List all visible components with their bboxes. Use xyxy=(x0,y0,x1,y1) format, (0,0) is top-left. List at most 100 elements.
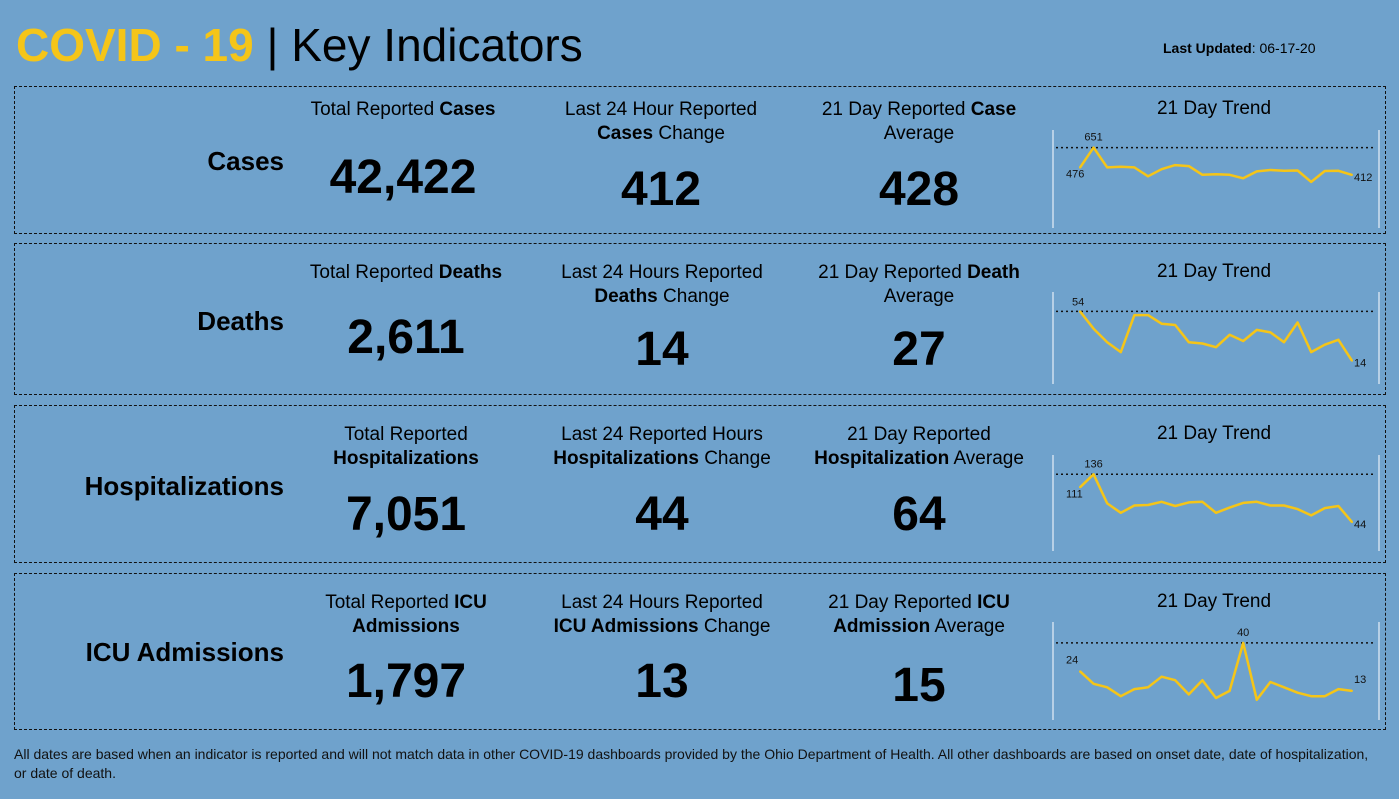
change-cases-header: Last 24 Hour Reported Cases Change xyxy=(564,99,758,144)
trend-point xyxy=(1228,173,1231,176)
change-icu-value: 13 xyxy=(635,655,689,708)
trend-point xyxy=(1269,504,1272,507)
trend-point xyxy=(1337,338,1340,341)
total-hosp-header: Total Reported Hospitalizations xyxy=(333,424,479,469)
trend-point xyxy=(1351,689,1353,692)
trend-title-deaths: 21 Day Trend xyxy=(1156,261,1272,282)
trend-point xyxy=(1187,341,1190,344)
trend-point xyxy=(1133,314,1136,317)
panel-hospitalizations xyxy=(14,405,1386,563)
trend-first-label: 111 xyxy=(1066,488,1083,500)
trend-point xyxy=(1147,175,1149,178)
trend-point xyxy=(1283,169,1285,172)
trend-point xyxy=(1160,500,1163,503)
trend-point xyxy=(1269,169,1272,171)
trend-point xyxy=(1323,507,1326,510)
panel-deaths xyxy=(14,243,1386,395)
trend-point xyxy=(1242,641,1245,644)
avg-hosp-header: 21 Day Reported Hospitalization Average xyxy=(814,424,1024,469)
trend-point xyxy=(1092,146,1095,149)
trend-point xyxy=(1269,681,1272,683)
trend-point xyxy=(1092,682,1095,685)
avg-icu-value: 15 xyxy=(892,659,946,712)
row-label-deaths: Deaths xyxy=(197,306,284,336)
trend-point xyxy=(1242,501,1245,504)
trend-point xyxy=(1296,169,1299,172)
trend-point xyxy=(1106,686,1109,689)
last-updated-label: Last Updated xyxy=(1163,40,1252,56)
trend-point xyxy=(1255,170,1258,173)
trend-series-line xyxy=(1079,641,1353,702)
trend-point xyxy=(1242,177,1245,180)
trend-point xyxy=(1283,504,1285,507)
last-updated: Last Updated: 06-17-20 xyxy=(1163,40,1316,56)
trend-point xyxy=(1133,688,1136,691)
trend-point xyxy=(1106,341,1109,344)
trend-point xyxy=(1147,686,1149,689)
trend-series-line xyxy=(1079,310,1354,362)
avg-cases-header: 21 Day Reported Case Average xyxy=(821,99,1017,144)
avg-cases-value: 428 xyxy=(878,163,960,216)
panel-icu xyxy=(14,573,1386,730)
trend-last-label: 13 xyxy=(1354,674,1366,686)
trend-chart-hospitalizations: 111 136 44 xyxy=(1052,455,1380,551)
trend-point xyxy=(1215,511,1217,514)
trend-point xyxy=(1187,165,1190,168)
trend-point xyxy=(1337,505,1340,507)
trend-point xyxy=(1092,327,1095,330)
trend-point xyxy=(1351,521,1353,524)
total-icu-value: 1,797 xyxy=(345,655,467,708)
trend-point xyxy=(1255,698,1258,701)
total-icu-header: Total Reported ICU Admissions xyxy=(325,592,487,637)
total-hosp-value: 7,051 xyxy=(345,488,467,541)
trend-point xyxy=(1351,173,1353,176)
trend-point xyxy=(1215,346,1217,349)
trend-point xyxy=(1174,505,1177,507)
trend-point xyxy=(1310,695,1313,698)
title-separator: | xyxy=(253,19,292,71)
trend-point xyxy=(1310,514,1313,517)
trend-point xyxy=(1228,333,1231,336)
trend-point xyxy=(1337,169,1340,172)
trend-point xyxy=(1323,170,1326,173)
covid-title: COVID - 19 xyxy=(16,19,254,71)
trend-last-label: 14 xyxy=(1354,358,1366,370)
trend-point xyxy=(1351,359,1353,362)
trend-point xyxy=(1079,486,1081,489)
trend-point xyxy=(1215,173,1217,176)
trend-point xyxy=(1079,310,1081,313)
trend-point xyxy=(1255,500,1258,503)
change-deaths-header: Last 24 Hours Reported Deaths Change xyxy=(561,262,763,307)
trend-point xyxy=(1296,508,1299,511)
trend-point xyxy=(1242,340,1245,342)
trend-point xyxy=(1201,500,1204,503)
trend-point xyxy=(1160,322,1163,325)
trend-point xyxy=(1187,693,1190,696)
trend-chart-icu: 24 40 13 xyxy=(1052,622,1380,720)
trend-point xyxy=(1323,695,1326,698)
change-hosp-header: Last 24 Reported Hours Hospitalizations C… xyxy=(553,424,771,469)
trend-point xyxy=(1310,180,1313,183)
total-cases-value: 42,422 xyxy=(329,151,477,204)
trend-point xyxy=(1337,688,1340,691)
trend-last-label: 412 xyxy=(1354,172,1372,184)
trend-point xyxy=(1147,314,1149,317)
trend-max-label: 136 xyxy=(1084,458,1102,470)
row-label-icu: ICU Admissions xyxy=(85,637,284,667)
key-indicators-title: Key Indicators xyxy=(291,19,583,71)
trend-point xyxy=(1255,328,1258,331)
change-icu-header: Last 24 Hours Reported ICU Admissions Cha… xyxy=(553,592,771,637)
last-updated-value: : 06-17-20 xyxy=(1251,40,1316,56)
trend-point xyxy=(1310,351,1313,354)
avg-hosp-value: 64 xyxy=(892,488,946,541)
trend-first-label: 476 xyxy=(1066,169,1084,181)
trend-point xyxy=(1296,321,1299,324)
trend-point xyxy=(1201,342,1204,345)
trend-point xyxy=(1079,166,1081,169)
trend-first-label: 54 xyxy=(1072,296,1084,308)
trend-point xyxy=(1133,504,1136,507)
avg-deaths-header: 21 Day Reported Death Average xyxy=(818,262,1020,307)
trend-point xyxy=(1119,695,1122,698)
trend-point xyxy=(1174,323,1177,326)
trend-point xyxy=(1296,691,1299,694)
